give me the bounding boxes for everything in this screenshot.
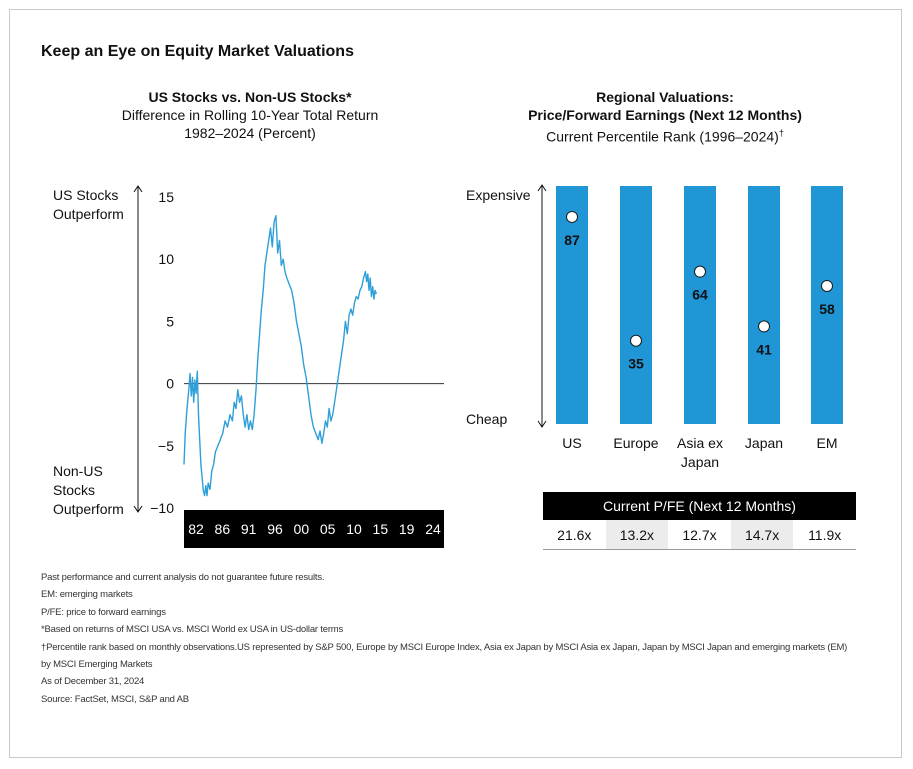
x-tick-label: 96 bbox=[267, 521, 283, 537]
footnote: EM: emerging markets bbox=[41, 589, 133, 601]
footnote: Source: FactSet, MSCI, S&P and AB bbox=[41, 693, 189, 705]
right-chart-subtitle-text: Current Percentile Rank (1996–2024) bbox=[546, 128, 779, 145]
y-tick-label: −10 bbox=[150, 500, 174, 516]
x-tick-label: 91 bbox=[241, 521, 257, 537]
footnote: P/FE: price to forward earnings bbox=[41, 606, 166, 618]
pfe-table-row: 21.6x 13.2x 12.7x 14.7x 11.9x bbox=[543, 520, 856, 550]
value-label: 35 bbox=[628, 356, 644, 372]
right-chart-header: Regional Valuations: Price/Forward Earni… bbox=[495, 88, 835, 146]
x-tick-label: 15 bbox=[373, 521, 389, 537]
value-label: 41 bbox=[756, 341, 772, 357]
category-label: Japan bbox=[681, 454, 719, 470]
value-marker bbox=[821, 279, 833, 292]
pfe-cell-em: 11.9x bbox=[808, 527, 842, 543]
x-tick-label: 82 bbox=[188, 521, 204, 537]
bars-group: 87 US 35 Europe 64 Asia ex Japan 41 Japan 58 EM bbox=[556, 186, 843, 470]
right-chart-title-1: Regional Valuations: bbox=[596, 89, 734, 105]
footnote: †Percentile rank based on monthly observ… bbox=[41, 641, 848, 653]
category-label: US bbox=[562, 435, 581, 451]
value-marker bbox=[694, 265, 706, 278]
x-tick-label: 05 bbox=[320, 521, 336, 537]
expensive-label: Expensive bbox=[466, 187, 531, 203]
left-chart-header: US Stocks vs. Non-US Stocks* Difference … bbox=[90, 88, 410, 142]
x-tick-label: 24 bbox=[425, 521, 441, 537]
left-chart-subtitle-2: 1982–2024 (Percent) bbox=[184, 125, 316, 141]
pfe-cell-asia-ex-japan: 12.7x bbox=[682, 527, 717, 543]
left-axis-arrow bbox=[133, 185, 143, 513]
main-title: Keep an Eye on Equity Market Valuations bbox=[41, 43, 354, 60]
value-label: 64 bbox=[692, 287, 708, 303]
footnote: Past performance and current analysis do… bbox=[41, 572, 325, 583]
cheap-label: Cheap bbox=[466, 411, 507, 427]
value-label: 58 bbox=[819, 301, 835, 317]
x-tick-labels: 82 86 91 96 00 05 10 15 19 24 bbox=[188, 521, 441, 537]
left-chart-subtitle-1: Difference in Rolling 10-Year Total Retu… bbox=[121, 107, 379, 123]
pfe-cell-japan: 14.7x bbox=[730, 520, 794, 549]
x-tick-label: 19 bbox=[399, 521, 415, 537]
series-line bbox=[183, 215, 377, 497]
y-tick-label: 15 bbox=[158, 189, 174, 205]
category-label: Japan bbox=[745, 435, 783, 451]
nonus-outperform-label-3: Outperform bbox=[53, 501, 124, 517]
nonus-outperform-label-2: Stocks bbox=[53, 482, 95, 498]
footnote: *Based on returns of MSCI USA vs. MSCI W… bbox=[41, 624, 344, 636]
x-tick-label: 10 bbox=[346, 521, 362, 537]
y-tick-label: 0 bbox=[166, 376, 174, 392]
footnote: As of December 31, 2024 bbox=[41, 676, 145, 688]
x-tick-label: 86 bbox=[215, 521, 231, 537]
figure-frame bbox=[9, 9, 902, 758]
right-axis-arrow bbox=[537, 184, 547, 428]
bar-us bbox=[556, 186, 588, 424]
category-label: Europe bbox=[613, 435, 658, 451]
y-tick-label: 5 bbox=[166, 313, 174, 329]
y-tick-labels: 15 10 5 0 −5 −10 bbox=[150, 189, 174, 516]
y-tick-label: 10 bbox=[158, 251, 174, 267]
pfe-cell-europe: 13.2x bbox=[605, 520, 669, 549]
value-marker bbox=[566, 210, 578, 223]
us-outperform-label-1: US Stocks bbox=[53, 187, 118, 203]
us-outperform-label-2: Outperform bbox=[53, 206, 124, 222]
category-label: EM bbox=[817, 435, 838, 451]
bar-asia-ex-japan bbox=[684, 186, 716, 424]
category-label: Asia ex bbox=[677, 435, 723, 451]
right-chart-title-2: Price/Forward Earnings (Next 12 Months) bbox=[528, 107, 802, 123]
value-label: 87 bbox=[564, 232, 580, 248]
pfe-table: Current P/FE (Next 12 Months) 21.6x 13.2… bbox=[543, 492, 856, 550]
y-tick-label: −5 bbox=[158, 438, 174, 454]
footnotes: Past performance and current analysis do… bbox=[41, 569, 871, 708]
pfe-table-header: Current P/FE (Next 12 Months) bbox=[543, 492, 856, 520]
pfe-cell-us: 21.6x bbox=[557, 527, 592, 543]
right-chart-subtitle: Current Percentile Rank (1996–2024)† bbox=[495, 124, 835, 146]
dagger-mark: † bbox=[778, 128, 784, 138]
value-marker bbox=[630, 334, 642, 347]
left-chart-title: US Stocks vs. Non-US Stocks* bbox=[148, 89, 352, 105]
x-tick-label: 00 bbox=[294, 521, 310, 537]
bar-em bbox=[811, 186, 843, 424]
x-axis-band bbox=[184, 510, 444, 548]
nonus-outperform-label-1: Non-US bbox=[53, 463, 103, 479]
footnote: by MSCI Emerging Markets bbox=[41, 659, 153, 671]
bar-europe bbox=[620, 186, 652, 424]
bar-japan bbox=[748, 186, 780, 424]
value-marker bbox=[758, 320, 770, 333]
